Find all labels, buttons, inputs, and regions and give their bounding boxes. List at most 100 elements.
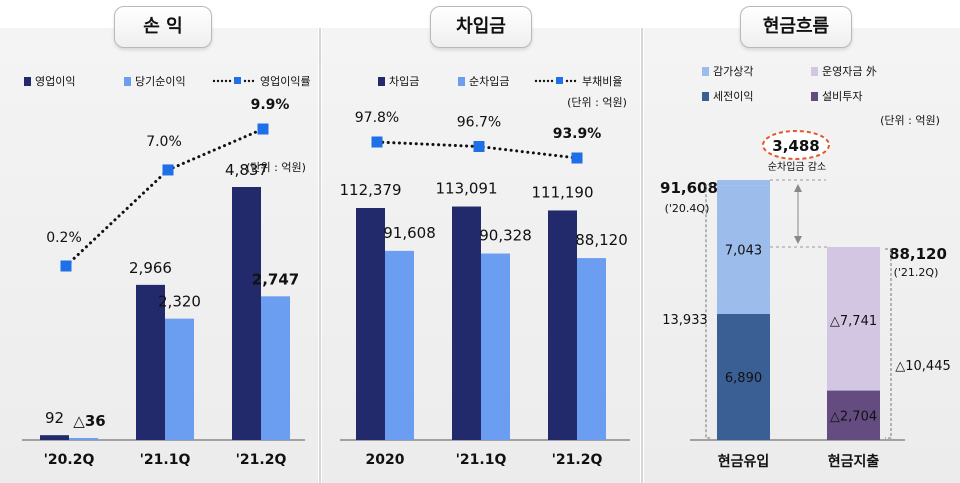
outflow-segment-label: △7,741 xyxy=(830,314,877,329)
cashflow-title: 현금흐름 xyxy=(740,6,852,48)
outflow-segment xyxy=(827,248,880,391)
inflow-segment xyxy=(717,185,770,314)
legend-debt-ratio-dot xyxy=(534,79,538,83)
debt-ratio-label: 97.8% xyxy=(355,110,399,126)
legend-margin-dot xyxy=(216,79,220,83)
inflow-segment-label: 7,043 xyxy=(725,244,762,259)
legend-cashflow-item-swatch xyxy=(702,67,709,76)
legend-debt-ratio-dot xyxy=(542,79,546,83)
legend-margin-dot xyxy=(251,79,255,83)
net-borrowing-label: 88,120 xyxy=(575,231,628,249)
legend-debt-ratio-marker xyxy=(556,77,563,84)
debt-ratio-marker xyxy=(473,141,485,153)
net-borrowing-bar xyxy=(385,250,414,440)
inflow-subtotal-label: 13,933 xyxy=(662,313,708,328)
x-tick-label: '21.2Q xyxy=(552,452,603,468)
operating-profit-label: 92 xyxy=(45,409,64,427)
legend-margin-dot xyxy=(228,79,232,83)
cashflow-panel xyxy=(644,28,960,483)
operating-profit-bar xyxy=(136,284,165,440)
net-change-arrowhead-down xyxy=(794,236,802,244)
borrowing-bar xyxy=(452,206,481,440)
net-borrowing-bar xyxy=(577,258,606,440)
legend-net-borrowing-swatch xyxy=(458,77,465,86)
outflow-segment xyxy=(827,390,880,440)
legend-debt-ratio-dot xyxy=(546,79,550,83)
legend-operating-profit: 영업이익 xyxy=(35,75,75,88)
operating-profit-label: 4,837 xyxy=(225,161,268,179)
unit-label: (단위 : 억원) xyxy=(567,96,627,109)
legend-margin: 영업이익률 xyxy=(260,75,311,88)
legend-debt-ratio-dot xyxy=(550,79,554,83)
inflow-top-label: 91,608 xyxy=(660,179,718,197)
legend-debt-ratio-dot xyxy=(573,79,577,83)
outflow-top-sub: ('21.2Q) xyxy=(894,266,939,279)
panel-divider xyxy=(319,28,321,483)
debt-ratio-marker xyxy=(571,152,583,164)
legend-margin-dot xyxy=(224,79,228,83)
debt-ratio-marker xyxy=(371,136,383,148)
legend-net-borrowing: 순차입금 xyxy=(469,75,509,88)
borrowing-bar xyxy=(356,208,385,440)
legend-margin-dot xyxy=(243,79,247,83)
borrowing-label: 111,190 xyxy=(531,183,593,201)
unit-label: (단위 : 억원) xyxy=(880,114,940,127)
borrowing-label: 112,379 xyxy=(339,181,401,199)
legend-operating-profit-swatch xyxy=(24,77,31,86)
operating-profit-label: 2,966 xyxy=(129,259,172,277)
net-income-label: △36 xyxy=(73,412,105,430)
legend-net-income-swatch xyxy=(124,77,131,86)
outflow-top-label: 88,120 xyxy=(889,245,947,263)
margin-label: 0.2% xyxy=(46,230,82,246)
legend-net-income: 당기순이익 xyxy=(135,75,186,88)
net-change-arrowhead-up xyxy=(794,184,802,192)
x-tick-label: 현금유입 xyxy=(718,454,770,470)
legend-debt-ratio-dot xyxy=(538,79,542,83)
margin-marker xyxy=(60,260,72,272)
net-borrowing-label: 91,608 xyxy=(383,224,436,242)
net-income-bar xyxy=(69,438,98,440)
net-borrowing-bar xyxy=(481,253,510,440)
x-tick-label: '21.1Q xyxy=(140,452,191,468)
net-income-bar xyxy=(165,318,194,440)
inflow-top-sub: ('20.4Q) xyxy=(665,202,710,215)
net-change-ellipse xyxy=(762,130,830,160)
legend-debt-ratio-dot xyxy=(565,79,569,83)
x-tick-label: '21.1Q xyxy=(456,452,507,468)
net-change-caption: 순차입금 감소 xyxy=(768,160,826,173)
inflow-bracket xyxy=(705,184,712,439)
outflow-subtotal-label: △10,445 xyxy=(895,359,951,374)
net-income-label: 2,747 xyxy=(252,270,299,288)
debt-ratio-label: 93.9% xyxy=(553,126,602,142)
inflow-segment xyxy=(717,314,770,440)
x-tick-label: '21.2Q xyxy=(236,452,287,468)
x-tick-label: 2020 xyxy=(366,452,405,468)
x-tick-label: '20.2Q xyxy=(44,452,95,468)
legend-debt-ratio: 부채비율 xyxy=(582,75,622,88)
legend-debt-ratio-dot xyxy=(569,79,573,83)
outflow-segment xyxy=(827,247,880,249)
inflow-segment-label: 6,890 xyxy=(725,371,762,386)
legend-margin-dot xyxy=(212,79,216,83)
legend-margin-marker xyxy=(234,77,241,84)
margin-marker xyxy=(162,164,174,176)
legend-cashflow-item: 운영자금 外 xyxy=(822,65,877,78)
legend-margin-dot xyxy=(220,79,224,83)
panel-divider xyxy=(641,28,643,483)
net-income-label: 2,320 xyxy=(158,293,201,311)
borrowing-label: 113,091 xyxy=(435,180,497,198)
legend-borrowing: 차입금 xyxy=(389,75,419,88)
legend-cashflow-item-swatch xyxy=(811,92,818,101)
legend-cashflow-item-swatch xyxy=(702,92,709,101)
debt-ratio-label: 96.7% xyxy=(457,115,501,131)
unit-label: (단위 : 억원) xyxy=(246,161,306,174)
outflow-segment-label: △2,704 xyxy=(830,409,877,424)
legend-cashflow-item: 감가상각 xyxy=(713,65,753,78)
legend-margin-dot xyxy=(247,79,251,83)
profit-title: 손 익 xyxy=(114,6,212,48)
borrowing-title: 차입금 xyxy=(430,6,532,48)
legend-cashflow-item: 세전이익 xyxy=(713,90,753,103)
net-change-value: 3,488 xyxy=(772,137,819,155)
outflow-bracket xyxy=(885,248,892,439)
